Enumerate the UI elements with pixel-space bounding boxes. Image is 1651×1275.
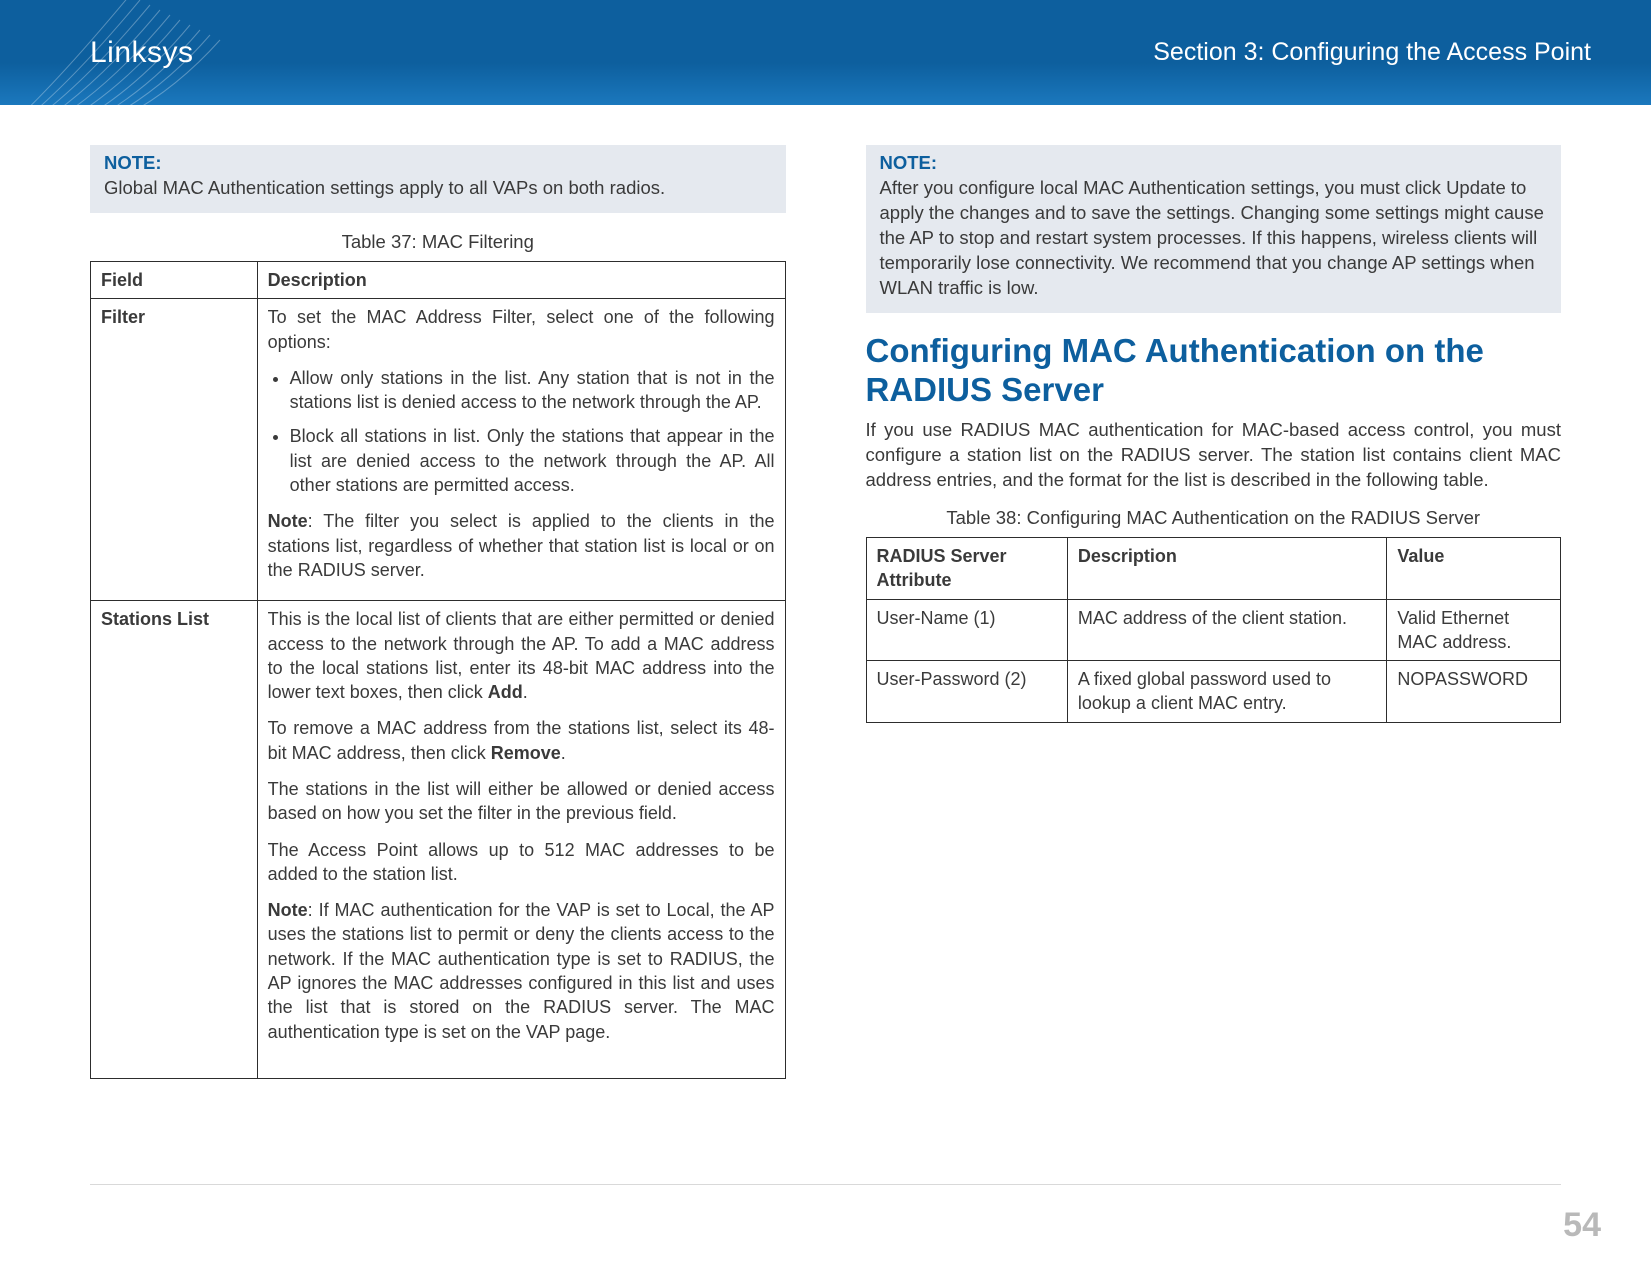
cell-attr: User-Password (2) (866, 661, 1067, 723)
table-row: User-Password (2) A fixed global passwor… (866, 661, 1561, 723)
note-label: NOTE: (104, 151, 772, 176)
bullet-list: Allow only stations in the list. Any sta… (268, 366, 775, 497)
page-number: 54 (1563, 1206, 1601, 1245)
inline-note: Note: If MAC authentication for the VAP … (268, 898, 775, 1044)
inline-note-text: : The filter you select is applied to th… (268, 511, 775, 580)
inline-note-text: : If MAC authentication for the VAP is s… (268, 900, 775, 1041)
text-run: . (523, 682, 528, 702)
field-name: Stations List (101, 609, 209, 629)
right-column: NOTE: After you configure local MAC Auth… (866, 145, 1562, 1079)
th-val: Value (1387, 537, 1561, 599)
inline-note-label: Note (268, 900, 308, 920)
table37-caption: Table 37: MAC Filtering (90, 231, 786, 253)
page-body: NOTE: Global MAC Authentication settings… (0, 105, 1651, 1079)
table-row: User-Name (1) MAC address of the client … (866, 599, 1561, 661)
text-run-bold: Remove (491, 743, 561, 763)
intro-paragraph: If you use RADIUS MAC authentication for… (866, 418, 1562, 493)
para: This is the local list of clients that a… (268, 607, 775, 704)
note-text: After you configure local MAC Authentica… (880, 176, 1548, 301)
field-desc: To set the MAC Address Filter, select on… (257, 299, 785, 601)
inline-note: Note: The filter you select is applied t… (268, 509, 775, 582)
cell-attr: User-Name (1) (866, 599, 1067, 661)
table38: RADIUS Server Attribute Description Valu… (866, 537, 1562, 723)
page-header: Linksys Section 3: Configuring the Acces… (0, 0, 1651, 105)
cell-desc: A fixed global password used to lookup a… (1067, 661, 1386, 723)
section-title: Section 3: Configuring the Access Point (1153, 38, 1591, 67)
para: To remove a MAC address from the station… (268, 716, 775, 765)
footer-rule (90, 1184, 1561, 1185)
field-name: Filter (101, 307, 145, 327)
section-heading: Configuring MAC Authentication on the RA… (866, 331, 1562, 410)
th-desc: Description (257, 261, 785, 298)
cell-val: Valid Ethernet MAC address. (1387, 599, 1561, 661)
note-box-right: NOTE: After you configure local MAC Auth… (866, 145, 1562, 313)
table38-caption: Table 38: Configuring MAC Authentication… (866, 507, 1562, 529)
table37: Field Description Filter To set the MAC … (90, 261, 786, 1079)
brand-text: Linksys (90, 36, 194, 70)
table-row: Filter To set the MAC Address Filter, se… (91, 299, 786, 601)
left-column: NOTE: Global MAC Authentication settings… (90, 145, 786, 1079)
para: The stations in the list will either be … (268, 777, 775, 826)
cell-val: NOPASSWORD (1387, 661, 1561, 723)
text-run: . (561, 743, 566, 763)
field-desc: This is the local list of clients that a… (257, 601, 785, 1079)
table-header-row: RADIUS Server Attribute Description Valu… (866, 537, 1561, 599)
cell-desc: MAC address of the client station. (1067, 599, 1386, 661)
para: The Access Point allows up to 512 MAC ad… (268, 838, 775, 887)
table-header-row: Field Description (91, 261, 786, 298)
inline-note-label: Note (268, 511, 308, 531)
para: To set the MAC Address Filter, select on… (268, 305, 775, 354)
note-text: Global MAC Authentication settings apply… (104, 176, 772, 201)
note-label: NOTE: (880, 151, 1548, 176)
list-item: Block all stations in list. Only the sta… (290, 424, 775, 497)
th-desc: Description (1067, 537, 1386, 599)
text-run-bold: Add (488, 682, 523, 702)
th-attr: RADIUS Server Attribute (866, 537, 1067, 599)
table-row: Stations List This is the local list of … (91, 601, 786, 1079)
note-box-left: NOTE: Global MAC Authentication settings… (90, 145, 786, 213)
list-item: Allow only stations in the list. Any sta… (290, 366, 775, 415)
th-field: Field (91, 261, 258, 298)
